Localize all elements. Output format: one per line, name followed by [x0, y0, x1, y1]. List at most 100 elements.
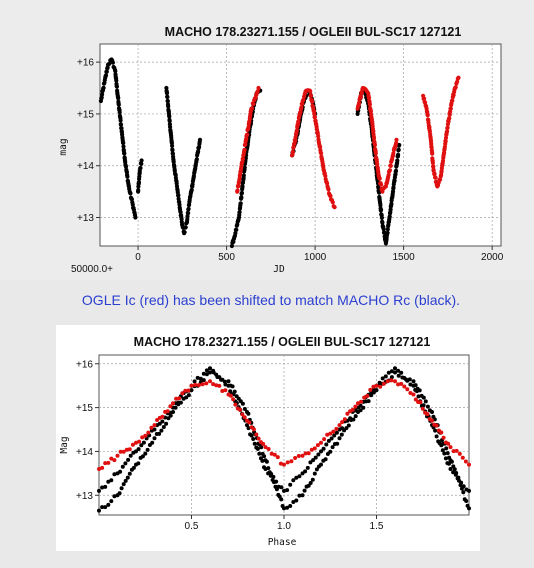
top-red-point	[255, 89, 260, 94]
bottom-ticks: 0.5 1.0 1.5 +13 +14 +15 +16	[76, 359, 384, 532]
bottom-black-point	[260, 458, 265, 463]
bottom-red-point	[220, 389, 225, 393]
bottom-black-point	[326, 438, 331, 443]
bottom-chart-title: MACHO 178.23271.155 / OGLEII BUL-SC17 12…	[134, 335, 431, 349]
bottom-red-point	[180, 391, 185, 396]
bottom-black-point	[109, 499, 114, 504]
top-y-tick-label: +14	[77, 161, 94, 172]
bottom-black-point	[184, 395, 189, 400]
bottom-red-point	[381, 381, 386, 386]
top-black-point	[378, 203, 383, 208]
bottom-red-point	[451, 449, 456, 454]
top-red-point	[377, 176, 382, 181]
bottom-black-point	[302, 488, 307, 493]
bottom-black-point	[414, 389, 419, 394]
bottom-red-point	[337, 423, 342, 428]
bottom-red-point	[193, 382, 198, 387]
bottom-red-point	[278, 461, 283, 466]
top-black-point	[99, 95, 104, 100]
top-red-point	[445, 125, 450, 130]
bottom-red-point	[263, 445, 268, 450]
bottom-red-point	[266, 447, 271, 451]
bottom-red-point	[319, 440, 323, 445]
top-black-point	[194, 157, 199, 162]
top-black-point	[121, 144, 126, 149]
top-black-point	[387, 214, 392, 219]
bottom-red-point	[214, 383, 219, 388]
top-black-point	[167, 119, 172, 124]
bottom-black-point	[319, 462, 323, 467]
bottom-red-point	[217, 383, 222, 388]
bottom-black-point	[448, 467, 453, 471]
bottom-black-point	[440, 448, 445, 453]
bottom-red-point	[393, 379, 397, 384]
top-red-point	[422, 96, 427, 101]
top-black-point	[114, 84, 119, 89]
bottom-black-point	[201, 371, 206, 376]
top-red-point	[326, 187, 331, 192]
bottom-red-point	[359, 399, 364, 404]
top-red-point	[445, 129, 450, 134]
bottom-black-point	[143, 451, 148, 456]
top-red-point	[301, 97, 306, 102]
bottom-black-point	[380, 376, 385, 381]
bottom-black-point	[396, 368, 401, 373]
bottom-red-point	[186, 388, 191, 393]
top-red-point	[308, 93, 314, 98]
bottom-black-point	[120, 464, 125, 469]
top-black-point	[229, 243, 234, 249]
top-black-point	[379, 207, 384, 212]
bottom-red-point	[399, 381, 404, 386]
top-red-point	[319, 151, 324, 156]
top-chart-title: MACHO 178.23271.155 / OGLEII BUL-SC17 12…	[165, 25, 462, 39]
top-black-point	[396, 147, 401, 152]
bottom-red-point	[200, 382, 205, 387]
bottom-black-point	[112, 494, 117, 499]
top-black-point	[176, 193, 181, 198]
bottom-red-point	[356, 401, 360, 406]
top-black-point	[239, 195, 244, 200]
bottom-y-tick-label: +14	[76, 447, 93, 458]
top-black-point	[238, 201, 243, 206]
bottom-red-point	[137, 439, 142, 444]
bottom-red-point	[374, 383, 379, 388]
bottom-red-point	[228, 393, 233, 398]
top-black-point	[196, 149, 201, 154]
top-black-point	[381, 227, 386, 232]
bottom-red-point	[174, 396, 179, 401]
bottom-red-point	[289, 459, 294, 464]
top-red-point	[432, 171, 437, 176]
bottom-red-point	[340, 420, 345, 425]
top-red-point	[447, 116, 452, 121]
bottom-red-point	[454, 448, 459, 453]
top-black-point	[385, 230, 390, 235]
bottom-red-point	[177, 396, 182, 401]
top-black-point	[197, 137, 203, 142]
bottom-black-point	[208, 366, 212, 371]
bottom-black-point	[340, 426, 345, 431]
bottom-red-point	[282, 462, 286, 467]
bottom-red-point	[256, 436, 261, 441]
bottom-black-point	[249, 433, 254, 438]
bottom-black-point	[348, 416, 353, 421]
top-black-point	[121, 140, 126, 146]
bottom-black-point	[305, 465, 310, 470]
top-black-point	[128, 191, 133, 196]
top-black-point	[392, 178, 397, 183]
top-black-point	[241, 173, 246, 178]
bottom-black-point	[423, 399, 428, 404]
bottom-red-point	[118, 449, 123, 454]
top-red-point	[386, 172, 391, 178]
bottom-red-point	[396, 382, 401, 387]
top-red-point	[235, 188, 240, 193]
bottom-black-point	[353, 414, 358, 419]
bottom-black-point	[288, 482, 293, 487]
top-black-point	[389, 201, 394, 206]
top-black-point	[164, 91, 170, 96]
bottom-black-point	[377, 380, 382, 385]
bottom-black-point	[314, 467, 319, 472]
bottom-black-point	[140, 454, 145, 459]
bottom-black-point	[100, 505, 105, 510]
top-black-point	[125, 174, 130, 179]
